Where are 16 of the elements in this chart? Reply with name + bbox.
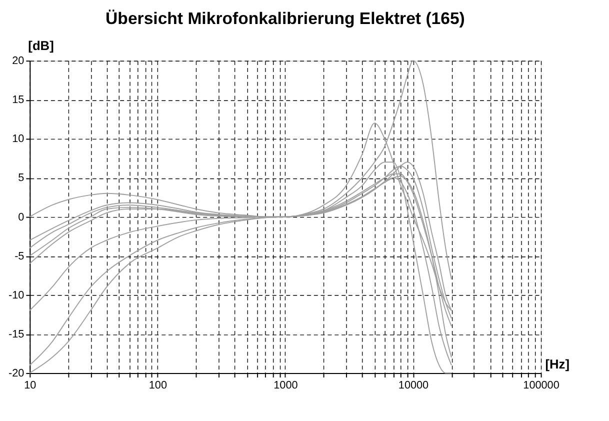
x-axis-title: [Hz]	[545, 356, 570, 372]
chart-title: Übersicht Mikrofonkalibrierung Elektret (165)	[106, 9, 465, 28]
y-tick-label: -20	[8, 367, 24, 380]
y-tick-label: -10	[8, 289, 24, 302]
y-tick-label: 20	[12, 55, 24, 68]
x-tick-label: 10000	[398, 379, 429, 392]
y-tick-label: 5	[18, 172, 24, 184]
y-tick-label: 15	[12, 94, 24, 106]
y-tick-label: -15	[8, 328, 24, 340]
x-tick-label: 1000	[274, 379, 298, 392]
y-tick-label: 10	[12, 133, 24, 146]
y-tick-label: -5	[14, 250, 24, 262]
x-tick-label: 100	[148, 379, 167, 392]
y-tick-label: 0	[18, 211, 24, 224]
x-tick-label: 100000	[523, 379, 560, 392]
y-axis-title: [dB]	[28, 38, 54, 54]
